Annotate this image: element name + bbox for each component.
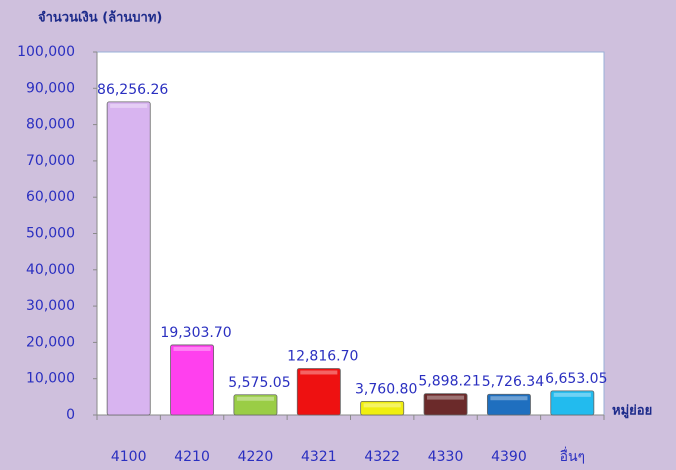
x-tick-label: 4321 — [301, 449, 337, 465]
y-tick-label: 80,000 — [26, 117, 75, 133]
y-axis-title: จำนวนเงิน (ล้านบาท) — [38, 10, 162, 26]
bar-highlight — [427, 395, 465, 400]
bar — [233, 394, 278, 416]
x-tick-label: 4330 — [428, 449, 464, 465]
x-tick-label: 4390 — [491, 449, 527, 465]
bar-highlight — [300, 370, 338, 375]
x-tick-label: อื่นๆ — [560, 447, 586, 465]
data-label: 5,898.21 — [418, 374, 480, 390]
bar-highlight — [236, 396, 274, 401]
x-tick-label: 4322 — [364, 449, 400, 465]
y-tick-label: 20,000 — [26, 334, 75, 350]
data-label: 12,816.70 — [287, 348, 358, 364]
y-tick-label: 40,000 — [26, 262, 75, 278]
x-tick-label: 4210 — [174, 449, 210, 465]
bar — [486, 393, 531, 416]
bar — [360, 400, 405, 416]
y-tick-label: 10,000 — [26, 371, 75, 387]
bar-highlight — [490, 396, 528, 401]
data-label: 86,256.26 — [97, 82, 168, 98]
bar — [550, 390, 595, 416]
x-tick-label: 4100 — [111, 449, 147, 465]
y-tick-label: 50,000 — [26, 226, 75, 242]
bar — [170, 344, 215, 416]
bar-highlight — [110, 103, 148, 108]
bar-highlight — [363, 403, 401, 408]
data-label: 19,303.70 — [160, 325, 231, 341]
x-tick-label: 4220 — [238, 449, 274, 465]
y-tick-label: 100,000 — [17, 44, 75, 60]
bar-highlight — [173, 346, 211, 351]
y-tick-label: 60,000 — [26, 189, 75, 205]
bar — [106, 101, 151, 416]
y-tick-label: 90,000 — [26, 80, 75, 96]
bar — [423, 393, 468, 416]
data-label: 5,575.05 — [228, 375, 290, 391]
data-label: 5,726.34 — [482, 374, 544, 390]
bar-highlight — [553, 392, 591, 397]
data-label: 6,653.05 — [545, 371, 607, 387]
y-tick-label: 70,000 — [26, 153, 75, 169]
y-tick-label: 0 — [66, 407, 75, 423]
data-label: 3,760.80 — [355, 381, 417, 397]
bar — [296, 368, 341, 416]
y-tick-label: 30,000 — [26, 298, 75, 314]
x-axis-title: หมู่ย่อย — [612, 404, 652, 419]
